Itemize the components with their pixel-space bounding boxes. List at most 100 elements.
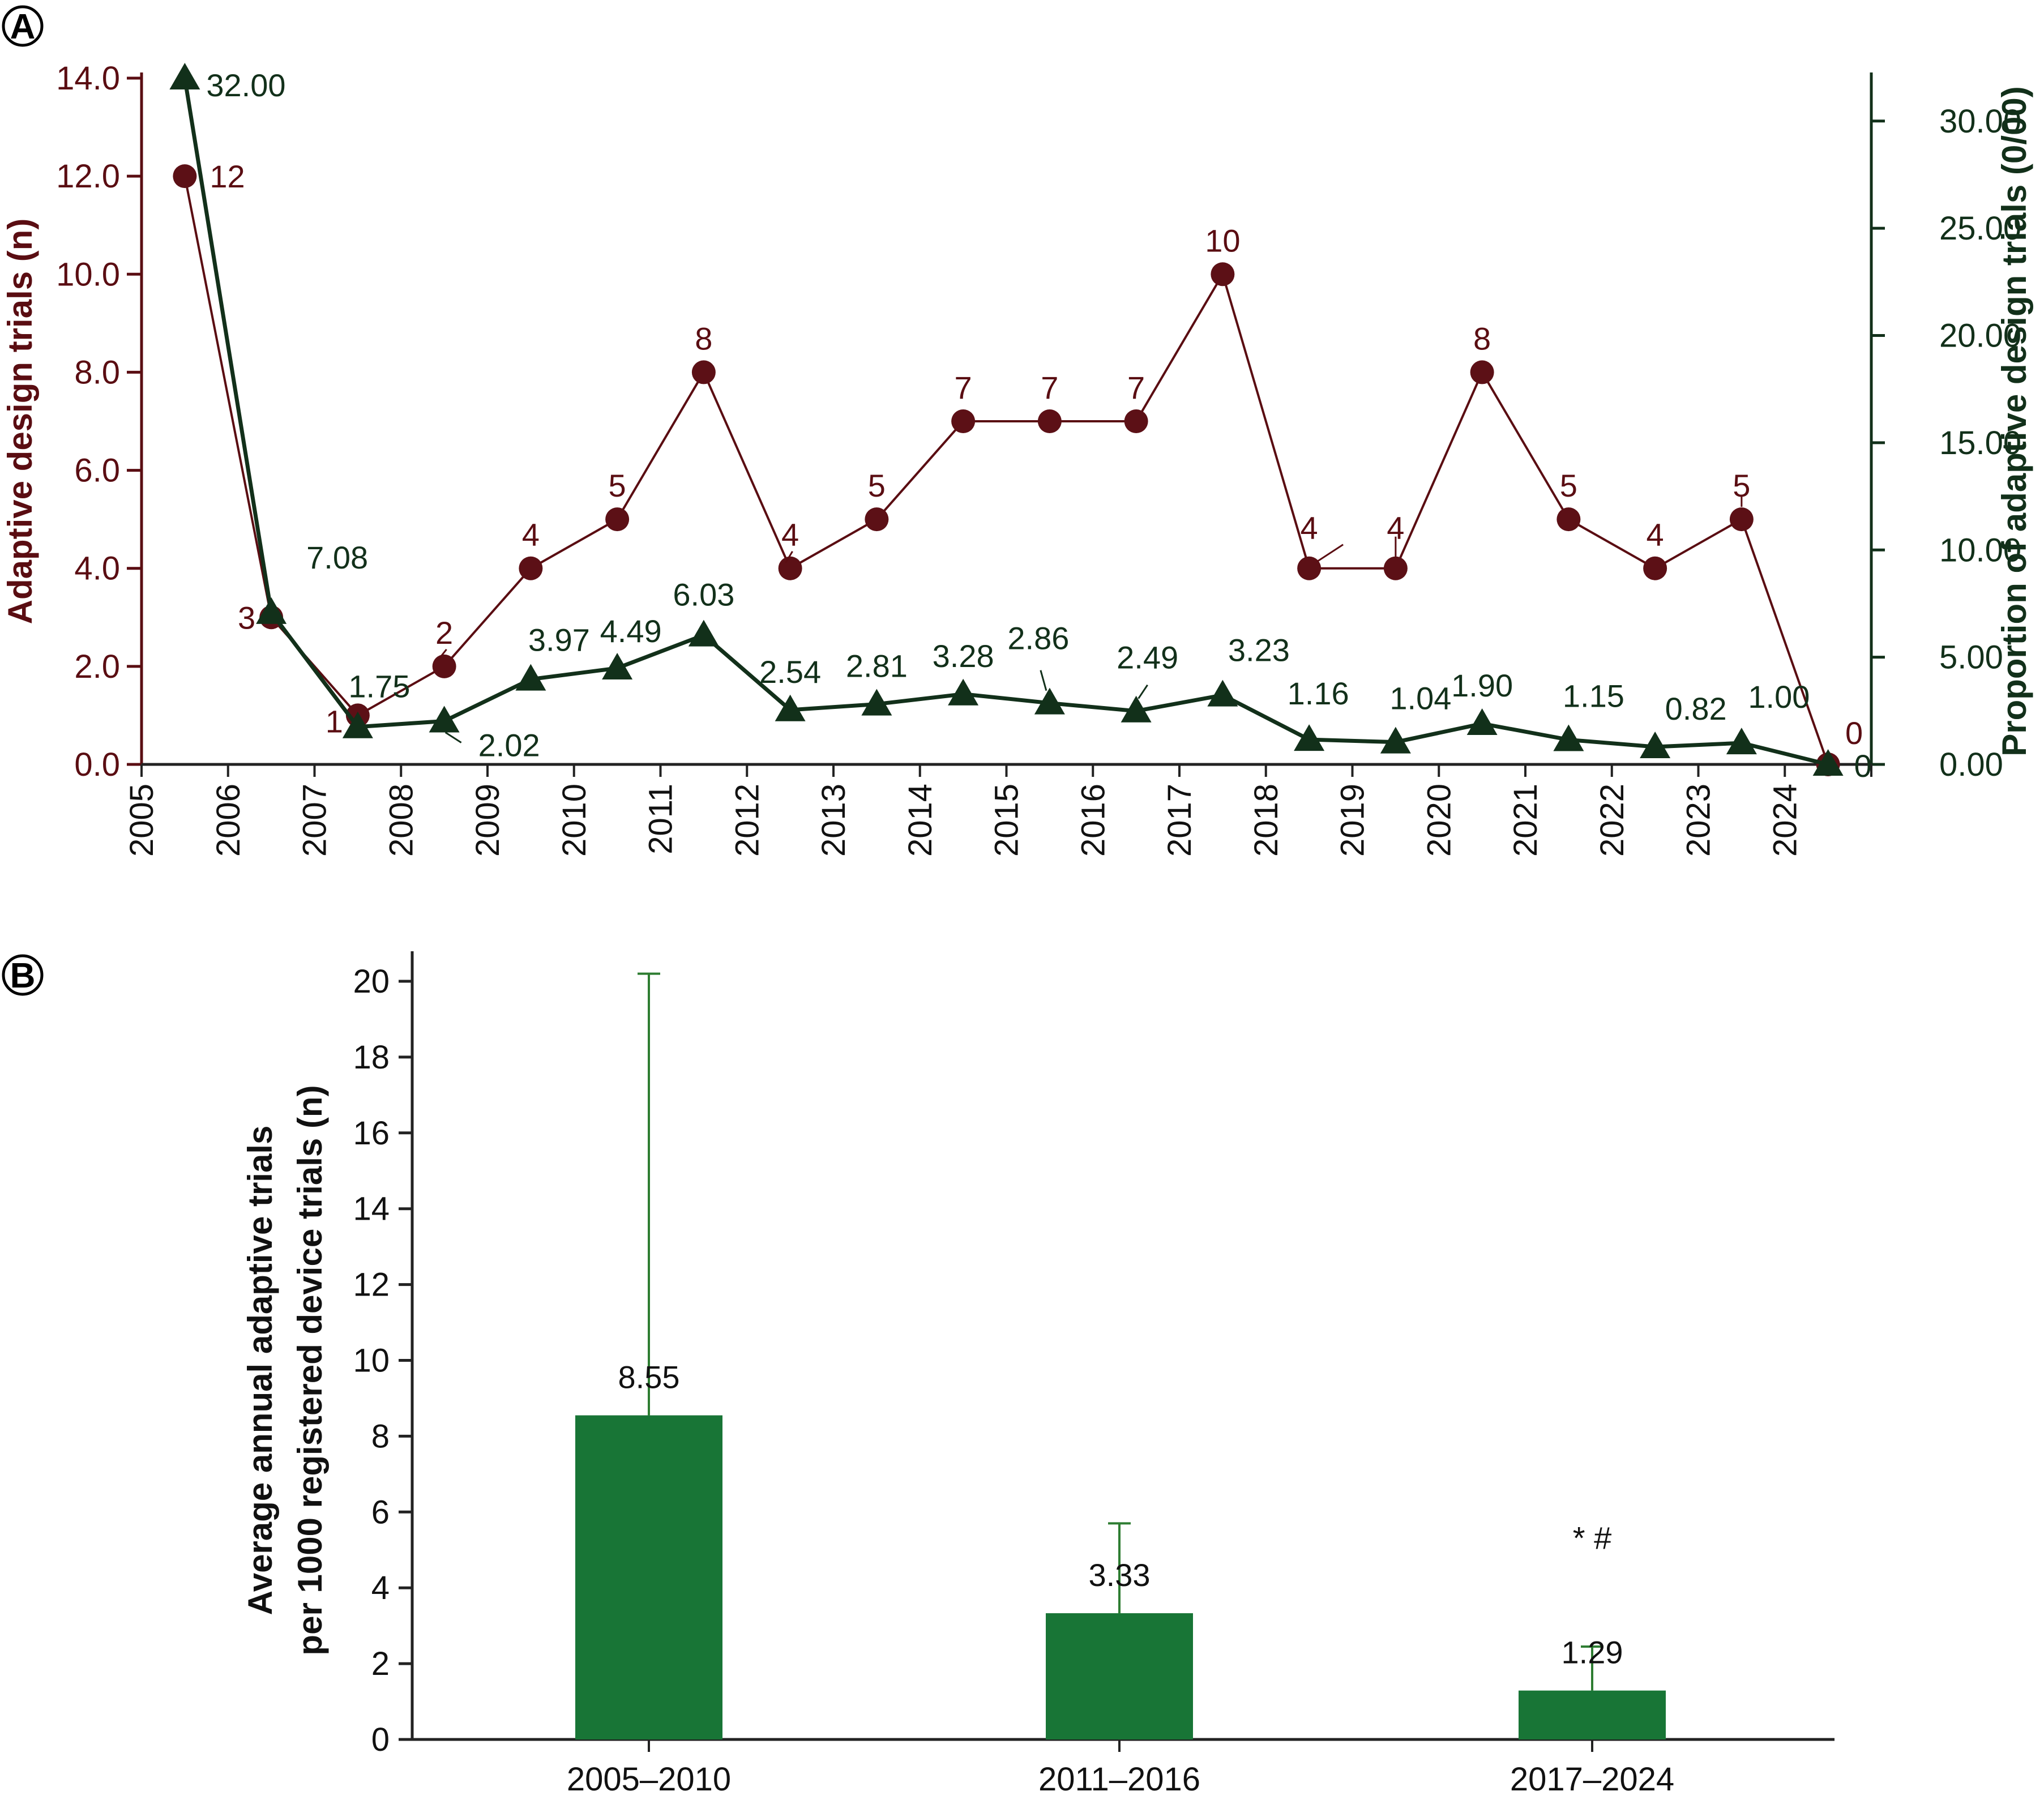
proportion-point [1640, 731, 1671, 758]
count-point [1470, 360, 1494, 384]
panel-a-badge: A [2, 5, 44, 47]
proportion-data-label: 0.82 [1665, 691, 1727, 726]
proportion-point [342, 711, 373, 738]
b-y-axis-tick-label: 0 [371, 1721, 390, 1758]
proportion-point [1380, 726, 1411, 754]
count-data-label: 8 [695, 320, 712, 356]
count-data-label: 1 [326, 703, 343, 739]
b-y-axis-tick-label: 6 [371, 1494, 390, 1531]
x-axis-tick-label: 2016 [1075, 784, 1111, 857]
count-point [1729, 507, 1754, 532]
right-axis-tick-label: 15.00 [1939, 425, 2021, 461]
b-y-axis-tick-label: 12 [353, 1267, 390, 1303]
b-y-axis-tick-label: 14 [353, 1191, 390, 1228]
proportion-data-label: 4.49 [600, 613, 662, 649]
x-axis-tick-label: 2013 [815, 784, 852, 857]
x-axis-tick-label: 2009 [469, 784, 506, 857]
right-axis-tick-label: 5.00 [1939, 639, 2003, 676]
proportion-point [256, 597, 287, 624]
b-x-axis-tick-label: 2017–2024 [1510, 1761, 1674, 1798]
count-data-label: 7 [1041, 370, 1058, 405]
count-label-leader [437, 648, 447, 661]
x-axis-tick-label: 2017 [1161, 784, 1198, 857]
x-axis-tick-label: 2005 [123, 784, 160, 857]
proportion-data-label: 1.16 [1288, 676, 1349, 711]
count-data-label: 4 [522, 517, 540, 553]
count-data-label: 8 [1473, 320, 1491, 356]
left-axis-tick-label: 10.0 [56, 256, 120, 293]
b-y-axis-title-line1: Average annual adaptive trials [241, 1126, 279, 1615]
count-point [1037, 409, 1062, 433]
proportion-point [1812, 749, 1844, 776]
x-axis-tick-label: 2021 [1507, 784, 1544, 857]
x-axis-tick-label: 2011 [643, 784, 679, 854]
count-point [519, 556, 543, 580]
count-data-label: 0 [1845, 715, 1863, 751]
b-y-axis-tick-label: 16 [353, 1115, 390, 1152]
proportion-label-leader [1040, 670, 1047, 691]
count-point [432, 654, 456, 678]
proportion-data-label: 1.15 [1563, 678, 1624, 713]
x-axis-tick-label: 2007 [297, 784, 333, 857]
proportion-data-label: 1.00 [1748, 679, 1810, 715]
b-y-axis-tick-label: 18 [353, 1039, 390, 1076]
count-label-leader [1316, 544, 1344, 562]
proportion-point [1466, 708, 1498, 736]
count-data-label: 7 [1127, 370, 1145, 405]
proportion-label-leader [444, 732, 462, 743]
b-y-axis-tick-label: 20 [353, 963, 390, 1000]
b-x-axis-tick-label: 2011–2016 [1038, 1761, 1200, 1798]
left-axis-tick-label: 8.0 [74, 354, 120, 391]
left-axis-tick-label: 0.0 [74, 746, 120, 783]
count-data-label: 2 [435, 615, 453, 651]
b-y-axis-tick-label: 2 [371, 1645, 390, 1682]
proportion-data-label: 2.54 [759, 654, 821, 690]
proportion-data-label: 0 [1854, 748, 1872, 784]
left-axis-title: Adaptive design trials (n) [1, 219, 39, 625]
panel-a-label: A [10, 7, 36, 46]
proportion-point [948, 678, 979, 706]
left-axis-tick-label: 2.0 [74, 648, 120, 685]
x-axis-tick-label: 2014 [902, 784, 939, 857]
count-point [173, 164, 197, 189]
right-axis-tick-label: 10.00 [1939, 532, 2021, 568]
bar [575, 1415, 722, 1739]
b-y-axis-tick-label: 8 [371, 1418, 390, 1455]
proportion-point [1121, 695, 1152, 723]
count-point [1297, 556, 1322, 580]
proportion-point [429, 706, 460, 733]
proportion-data-label: 32.00 [206, 67, 285, 103]
x-axis-tick-label: 2020 [1421, 784, 1457, 857]
proportion-series-line [182, 78, 1829, 767]
proportion-data-label: 2.49 [1117, 640, 1178, 676]
x-axis-tick-label: 2015 [989, 784, 1025, 857]
proportion-data-label: 1.75 [348, 669, 410, 704]
proportion-data-label: 2.86 [1007, 621, 1069, 656]
bar-value-label: 8.55 [618, 1360, 680, 1395]
left-axis-tick-label: 12.0 [56, 158, 120, 195]
count-data-label: 4 [1301, 510, 1318, 546]
x-axis-tick-label: 2006 [210, 784, 247, 857]
count-data-label: 5 [868, 468, 886, 503]
proportion-data-label: 1.04 [1389, 681, 1451, 716]
x-axis-tick-label: 2023 [1680, 784, 1717, 857]
right-axis-tick-label: 0.00 [1939, 746, 2003, 783]
proportion-point [1207, 679, 1238, 707]
proportion-point [1294, 724, 1325, 751]
significance-annotation: * # [1573, 1520, 1612, 1556]
proportion-label-leader [1138, 684, 1148, 699]
panel-b-label: B [10, 956, 36, 995]
count-data-label: 4 [1647, 517, 1664, 553]
left-axis-tick-label: 4.0 [74, 550, 120, 587]
count-point [1383, 556, 1408, 580]
proportion-data-label: 2.02 [478, 727, 540, 763]
count-point [1124, 409, 1148, 433]
count-label-leader [785, 550, 793, 563]
count-point [865, 507, 889, 532]
bar [1046, 1613, 1193, 1739]
count-point [951, 409, 976, 433]
right-axis-tick-label: 20.00 [1939, 318, 2021, 354]
right-axis-tick-label: 25.00 [1939, 210, 2021, 247]
proportion-data-label: 3.97 [528, 622, 590, 658]
